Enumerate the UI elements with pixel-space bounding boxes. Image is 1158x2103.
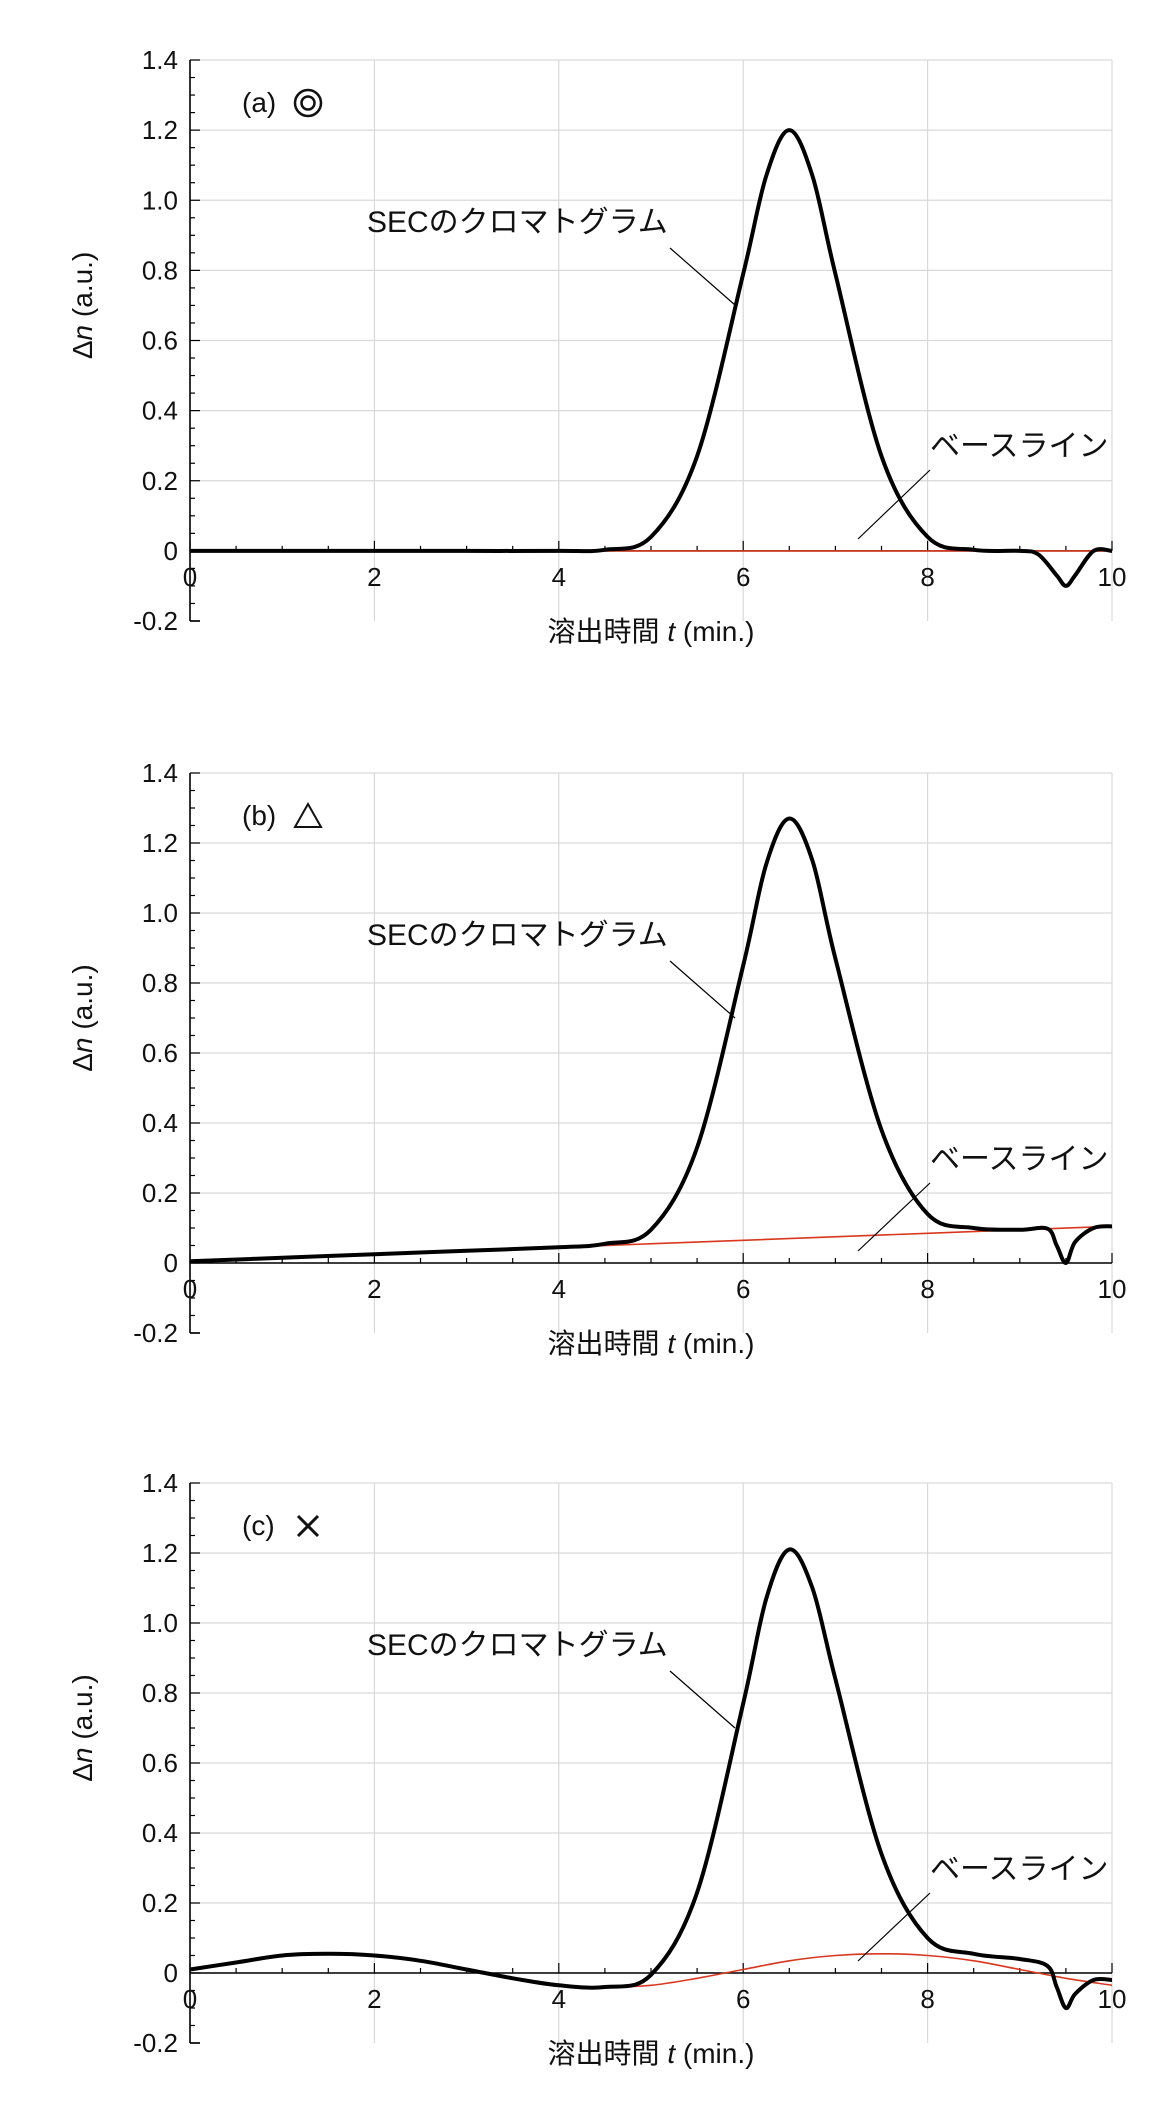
x-tick-label: 4 — [552, 1984, 566, 2014]
x-tick-label: 8 — [920, 1274, 934, 1304]
x-tick-label: 4 — [552, 562, 566, 592]
leader-line-baseline — [857, 469, 931, 540]
y-tick-label: 1.0 — [142, 1608, 178, 1638]
x-tick-label: 10 — [1098, 562, 1127, 592]
y-tick-label: 1.2 — [142, 115, 178, 145]
leader-line-chromatogram — [669, 1670, 736, 1729]
panel-label: (c) — [242, 1510, 275, 1541]
x-tick-label: 0 — [183, 1274, 197, 1304]
y-tick-label: 0.4 — [142, 1818, 178, 1848]
y-axis-title: Δn (a.u.) — [67, 252, 98, 359]
annotation-chromatogram: SECのクロマトグラム — [367, 206, 668, 239]
chart-panel-1: -0.200.20.40.60.81.01.21.40 2 4 6 8 10(b)SECの… — [67, 758, 1126, 1359]
annotation-baseline: ベースライン — [930, 430, 1109, 463]
x-tick-label: 0 — [183, 562, 197, 592]
double-circle-icon — [293, 88, 323, 118]
x-tick-label: 4 — [552, 1274, 566, 1304]
y-tick-label: 1.4 — [142, 45, 178, 75]
y-tick-label: 0.4 — [142, 396, 178, 426]
y-tick-label: -0.2 — [133, 1318, 178, 1348]
x-tick-label: 6 — [736, 1274, 750, 1304]
y-tick-label: 1.2 — [142, 1538, 178, 1568]
y-tick-label: -0.2 — [133, 606, 178, 636]
leader-line-baseline — [857, 1892, 931, 1962]
leader-line-baseline — [857, 1182, 931, 1252]
annotation-baseline: ベースライン — [930, 1143, 1109, 1176]
annotation-baseline: ベースライン — [930, 1853, 1109, 1886]
y-tick-label: 0.6 — [142, 1038, 178, 1068]
series-chromatogram — [190, 128, 1113, 588]
y-tick-label: 0 — [164, 1958, 178, 1988]
panel-label: (a) — [242, 87, 276, 118]
leader-line-chromatogram — [669, 960, 736, 1019]
y-tick-label: -0.2 — [133, 2028, 178, 2058]
x-tick-label: 2 — [367, 562, 381, 592]
x-tick-label: 8 — [920, 562, 934, 592]
y-tick-label: 1.0 — [142, 185, 178, 215]
y-axis-title: Δn (a.u.) — [67, 964, 98, 1071]
x-tick-label: 2 — [367, 1274, 381, 1304]
x-tick-label: 8 — [920, 1984, 934, 2014]
y-tick-label: 0.2 — [142, 466, 178, 496]
y-tick-label: 0.8 — [142, 255, 178, 285]
triangle-icon — [293, 801, 323, 828]
y-tick-label: 0.6 — [142, 1748, 178, 1778]
chart-panel-0: -0.200.20.40.60.81.01.21.40 2 4 6 8 10(a)SECの… — [67, 45, 1126, 647]
y-tick-label: 1.4 — [142, 758, 178, 788]
y-tick-label: 0.8 — [142, 1678, 178, 1708]
leader-line-chromatogram — [669, 247, 736, 306]
y-tick-label: 0 — [164, 1248, 178, 1278]
panel-label: (b) — [242, 800, 276, 831]
y-tick-label: 0 — [164, 536, 178, 566]
y-tick-label: 0.4 — [142, 1108, 178, 1138]
x-tick-label: 2 — [367, 1984, 381, 2014]
y-tick-label: 1.0 — [142, 898, 178, 928]
annotation-chromatogram: SECのクロマトグラム — [367, 1629, 668, 1662]
y-tick-label: 0.6 — [142, 326, 178, 356]
cross-icon — [296, 1514, 320, 1538]
annotation-chromatogram: SECのクロマトグラム — [367, 919, 668, 952]
series-chromatogram — [189, 816, 1113, 1265]
y-tick-label: 0.2 — [142, 1888, 178, 1918]
y-tick-label: 1.2 — [142, 828, 178, 858]
x-tick-label: 10 — [1098, 1984, 1127, 2014]
y-tick-label: 0.2 — [142, 1178, 178, 1208]
x-axis-title: 溶出時間 t (min.) — [548, 2038, 755, 2069]
chart-panel-2: -0.200.20.40.60.81.01.21.40 2 4 6 8 10(c)SECの… — [67, 1468, 1126, 2069]
x-tick-label: 6 — [736, 1984, 750, 2014]
y-tick-label: 0.8 — [142, 968, 178, 998]
series-chromatogram — [189, 1547, 1113, 2010]
y-axis-title: Δn (a.u.) — [67, 1674, 98, 1781]
x-axis-title: 溶出時間 t (min.) — [548, 616, 755, 647]
y-tick-label: 1.4 — [142, 1468, 178, 1498]
x-tick-label: 0 — [183, 1984, 197, 2014]
x-tick-label: 6 — [736, 562, 750, 592]
x-axis-title: 溶出時間 t (min.) — [548, 1328, 755, 1359]
x-tick-label: 10 — [1098, 1274, 1127, 1304]
